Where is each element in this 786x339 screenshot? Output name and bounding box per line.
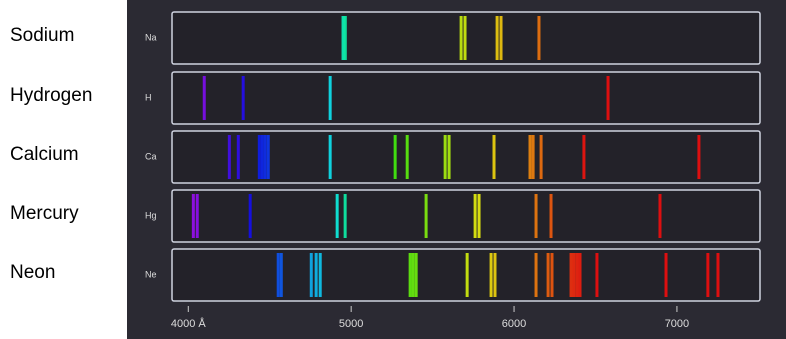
spectral-line [412, 253, 415, 297]
spectral-line [394, 135, 397, 179]
spectral-line [242, 76, 245, 120]
spectral-line [529, 135, 532, 179]
spectral-line [444, 135, 447, 179]
spectral-line [258, 135, 261, 179]
spectrum-box [172, 190, 760, 242]
spectral-line [264, 135, 267, 179]
spectral-line [464, 16, 467, 60]
spectral-line [280, 253, 283, 297]
spectral-line [425, 194, 428, 238]
spectral-line [315, 253, 318, 297]
spectral-line [540, 135, 543, 179]
element-name: Mercury [10, 203, 79, 224]
spectral-line [535, 194, 538, 238]
spectral-line [344, 16, 347, 60]
spectral-line [336, 194, 339, 238]
element-name: Neon [10, 262, 55, 283]
spectral-line [192, 194, 195, 238]
spectral-line [329, 135, 332, 179]
spectral-line [570, 253, 573, 297]
element-symbol: H [145, 92, 152, 102]
spectral-line [277, 253, 280, 297]
spectral-line [607, 76, 610, 120]
spectral-line [196, 194, 199, 238]
spectrum-box [172, 72, 760, 124]
spectral-line [550, 194, 553, 238]
spectral-line [496, 16, 499, 60]
spectral-line [572, 253, 575, 297]
spectral-line [344, 194, 347, 238]
spectral-line [576, 253, 579, 297]
spectral-line [409, 253, 412, 297]
spectral-line [493, 135, 496, 179]
x-tick-label: 5000 [339, 318, 363, 330]
element-symbol: Ne [145, 269, 157, 279]
spectral-line [665, 253, 668, 297]
spectral-line [500, 16, 503, 60]
spectral-line [474, 194, 477, 238]
spectral-line [228, 135, 231, 179]
spectral-line [261, 135, 264, 179]
spectral-line [203, 76, 206, 120]
element-name: Hydrogen [10, 85, 92, 106]
element-symbol: Hg [145, 210, 157, 220]
spectral-line [319, 253, 322, 297]
spectral-line [547, 253, 550, 297]
spectral-line [706, 253, 709, 297]
spectral-line [466, 253, 469, 297]
element-name: Calcium [10, 144, 79, 165]
spectral-line [448, 135, 451, 179]
spectra-chart: Sodium Na Hydrogen H Calcium Ca Mercury Hg Neon N… [0, 0, 786, 339]
element-symbol: Na [145, 32, 157, 42]
spectral-line [551, 253, 554, 297]
spectral-line [406, 135, 409, 179]
page: {"chart_data": {"type": "spectrum", "xli… [0, 0, 786, 339]
spectral-line [329, 76, 332, 120]
spectral-line [658, 194, 661, 238]
spectral-line [537, 16, 540, 60]
element-symbol: Ca [145, 151, 157, 161]
spectral-line [460, 16, 463, 60]
spectral-line [595, 253, 598, 297]
spectral-line [716, 253, 719, 297]
spectral-line [310, 253, 313, 297]
spectral-line [582, 135, 585, 179]
spectral-line [579, 253, 582, 297]
x-tick-label: 4000 Å [171, 317, 207, 330]
spectral-line [267, 135, 270, 179]
spectral-line [535, 253, 538, 297]
x-tick-label: 7000 [665, 318, 689, 330]
spectral-line [532, 135, 535, 179]
spectral-line [697, 135, 700, 179]
spectral-line [490, 253, 493, 297]
x-tick-label: 6000 [502, 318, 526, 330]
spectral-line [237, 135, 240, 179]
spectral-line [478, 194, 481, 238]
spectral-line [249, 194, 252, 238]
spectral-line [415, 253, 418, 297]
element-name: Sodium [10, 25, 74, 46]
spectral-line [493, 253, 496, 297]
